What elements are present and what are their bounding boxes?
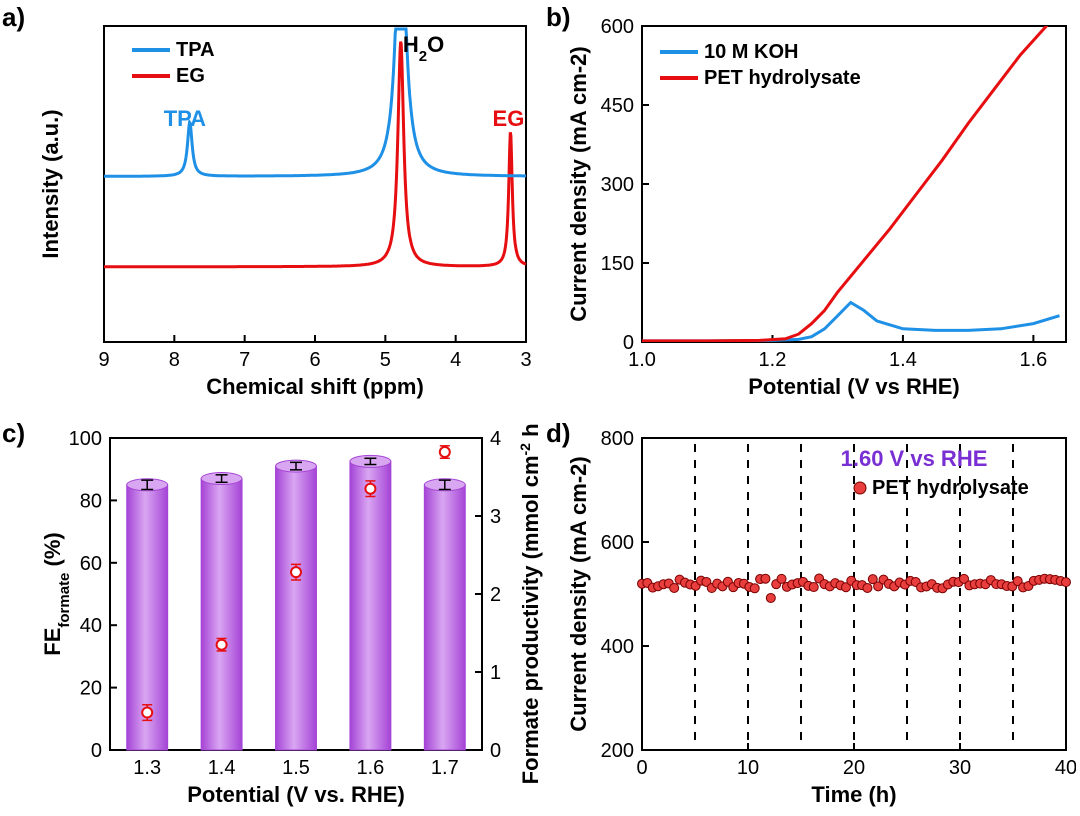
svg-text:40: 40 (1055, 757, 1076, 779)
panel-d-stability: 0 10 20 30 40 200 400 600 800 Time (h) Current den… (560, 424, 1076, 816)
svg-text:EG: EG (493, 106, 525, 131)
svg-text:40: 40 (80, 615, 102, 637)
svg-text:1.2: 1.2 (759, 349, 787, 371)
panel-a-label: a) (2, 2, 25, 33)
svg-text:EG: EG (176, 65, 205, 87)
panel-c-fe-bars: 0 20 40 60 80 100 0 1 2 3 4 1.3 1.4 1.5 1.6 1.7 Potentia… (30, 424, 550, 816)
svg-text:Current density (mA cm-2): Current density (mA cm-2) (566, 46, 591, 321)
svg-text:4: 4 (490, 428, 501, 450)
svg-text:1.6: 1.6 (1019, 349, 1047, 371)
svg-text:3: 3 (520, 349, 531, 371)
svg-text:0: 0 (636, 757, 647, 779)
svg-text:Potential (V vs RHE): Potential (V vs RHE) (748, 374, 959, 399)
svg-text:Formate productivity (mmol cm-: Formate productivity (mmol cm-2 h-1) (517, 424, 543, 784)
svg-text:4: 4 (450, 349, 461, 371)
svg-text:8: 8 (169, 349, 180, 371)
svg-text:1.7: 1.7 (431, 757, 459, 779)
svg-text:5: 5 (380, 349, 391, 371)
svg-text:PET hydrolysate: PET hydrolysate (704, 67, 861, 89)
svg-text:0: 0 (91, 740, 102, 762)
svg-text:150: 150 (601, 253, 634, 275)
svg-text:7: 7 (239, 349, 250, 371)
svg-text:1.60 V vs RHE: 1.60 V vs RHE (841, 446, 988, 471)
svg-text:10 M KOH: 10 M KOH (704, 41, 798, 63)
svg-text:400: 400 (601, 636, 634, 658)
svg-text:TPA: TPA (164, 106, 206, 131)
svg-text:6: 6 (309, 349, 320, 371)
svg-text:Intensity (a.u.): Intensity (a.u.) (38, 109, 63, 258)
svg-text:Chemical shift (ppm): Chemical shift (ppm) (206, 374, 424, 399)
svg-text:60: 60 (80, 553, 102, 575)
svg-text:Current density (mA cm-2): Current density (mA cm-2) (566, 456, 591, 731)
panel-b-lsv: 1.01.21.41.60150300450600Potential (V vs… (560, 6, 1076, 406)
svg-text:PET hydrolysate: PET hydrolysate (872, 477, 1029, 499)
svg-text:600: 600 (601, 532, 634, 554)
svg-text:10: 10 (737, 757, 759, 779)
svg-text:20: 20 (843, 757, 865, 779)
panel-a-nmr: 9 8 7 6 5 4 3 Chemical shift (ppm) Intensity (a.… (30, 6, 540, 406)
svg-text:80: 80 (80, 490, 102, 512)
svg-text:450: 450 (601, 95, 634, 117)
svg-text:800: 800 (601, 428, 634, 450)
svg-text:0: 0 (623, 332, 634, 354)
svg-text:1.5: 1.5 (282, 757, 310, 779)
svg-text:Time (h): Time (h) (811, 782, 896, 807)
svg-text:30: 30 (949, 757, 971, 779)
svg-text:20: 20 (80, 678, 102, 700)
svg-text:TPA: TPA (176, 39, 215, 61)
svg-text:Potential (V vs. RHE): Potential (V vs. RHE) (187, 782, 405, 807)
svg-text:H2O: H2O (403, 32, 444, 65)
svg-text:200: 200 (601, 740, 634, 762)
svg-text:600: 600 (601, 16, 634, 38)
svg-text:9: 9 (98, 349, 109, 371)
svg-text:FEformate (%): FEformate (%) (40, 532, 73, 655)
svg-text:300: 300 (601, 174, 634, 196)
svg-text:1.4: 1.4 (889, 349, 917, 371)
panel-c-label: c) (2, 418, 25, 449)
svg-text:1: 1 (490, 662, 501, 684)
svg-text:2: 2 (490, 584, 501, 606)
svg-text:1.6: 1.6 (356, 757, 384, 779)
svg-text:0: 0 (490, 740, 501, 762)
svg-text:3: 3 (490, 506, 501, 528)
svg-text:1.3: 1.3 (133, 757, 161, 779)
svg-text:1.4: 1.4 (208, 757, 236, 779)
svg-text:100: 100 (69, 428, 102, 450)
